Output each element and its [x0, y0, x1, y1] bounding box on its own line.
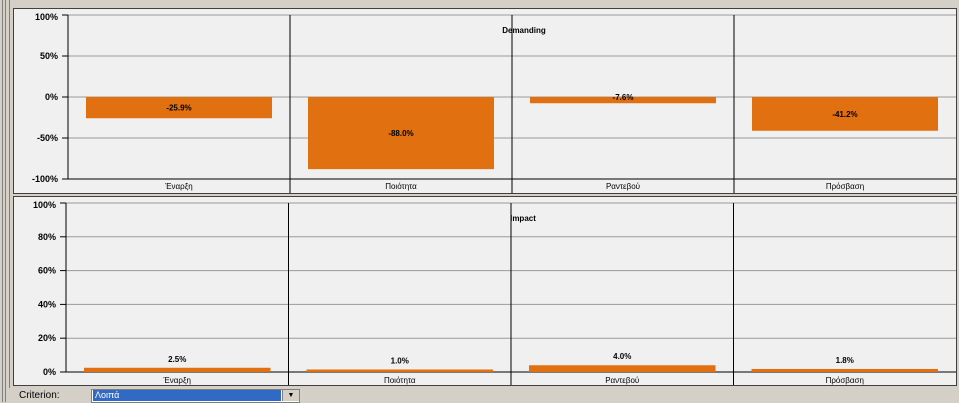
criterion-select[interactable]: Λοιπά ▼	[91, 389, 300, 403]
category-label: Ποιότητα	[384, 376, 416, 385]
y-tick-label: 40%	[38, 299, 56, 309]
y-tick-label: 20%	[38, 333, 56, 343]
bar	[308, 97, 494, 170]
demanding-chart: 100% 50% 0% -50% -100% Demanding -25.9% Έναρξη -…	[32, 12, 956, 193]
y-tick-label: 0%	[43, 367, 56, 377]
bar	[529, 365, 716, 372]
criterion-label: Criterion:	[19, 390, 60, 401]
category-label: Πρόσβαση	[826, 376, 864, 385]
y-tick-label: 100%	[35, 12, 58, 22]
chevron-down-icon[interactable]: ▼	[282, 390, 299, 401]
bar	[752, 97, 938, 131]
category-label: Ραντεβού	[606, 182, 640, 191]
chart-title: Impact	[510, 214, 536, 223]
category-label: Ραντεβού	[605, 376, 639, 385]
data-label: -7.6%	[613, 93, 634, 102]
chart-title: Demanding	[502, 26, 546, 35]
category-label: Έναρξη	[163, 376, 191, 385]
category-label: Ποιότητα	[385, 182, 417, 191]
data-label: -88.0%	[388, 129, 413, 138]
category-label: Πρόσβαση	[826, 182, 864, 191]
y-tick-label: 60%	[38, 266, 56, 276]
y-tick-label: 0%	[45, 92, 58, 102]
data-label: 4.0%	[613, 352, 631, 361]
data-label: 1.0%	[391, 357, 409, 366]
impact-chart: 100% 80% 60% 40% 20% 0% Impact 2.5% Έναρξη 1.0% Πο…	[33, 200, 956, 385]
criterion-selected-value[interactable]: Λοιπά	[93, 390, 281, 401]
bar	[306, 369, 493, 372]
y-tick-label: 100%	[33, 200, 56, 210]
bar	[86, 97, 272, 119]
data-label: 1.8%	[836, 356, 854, 365]
y-tick-label: 50%	[40, 51, 58, 61]
y-tick-label: -50%	[37, 133, 58, 143]
left-border	[0, 0, 10, 402]
data-label: 2.5%	[168, 355, 186, 364]
data-label: -25.9%	[166, 104, 191, 113]
data-label: -41.2%	[832, 110, 857, 119]
y-tick-label: 80%	[38, 232, 56, 242]
y-tick-label: -100%	[32, 174, 58, 184]
impact-chart-panel: 100% 80% 60% 40% 20% 0% Impact 2.5% Έναρξη 1.0% Πο…	[13, 196, 957, 386]
demanding-chart-panel: 100% 50% 0% -50% -100% Demanding -25.9% Έναρξη -…	[13, 8, 957, 194]
bar	[751, 368, 938, 372]
bar	[530, 97, 716, 104]
category-label: Έναρξη	[164, 182, 192, 191]
bar	[84, 367, 271, 372]
